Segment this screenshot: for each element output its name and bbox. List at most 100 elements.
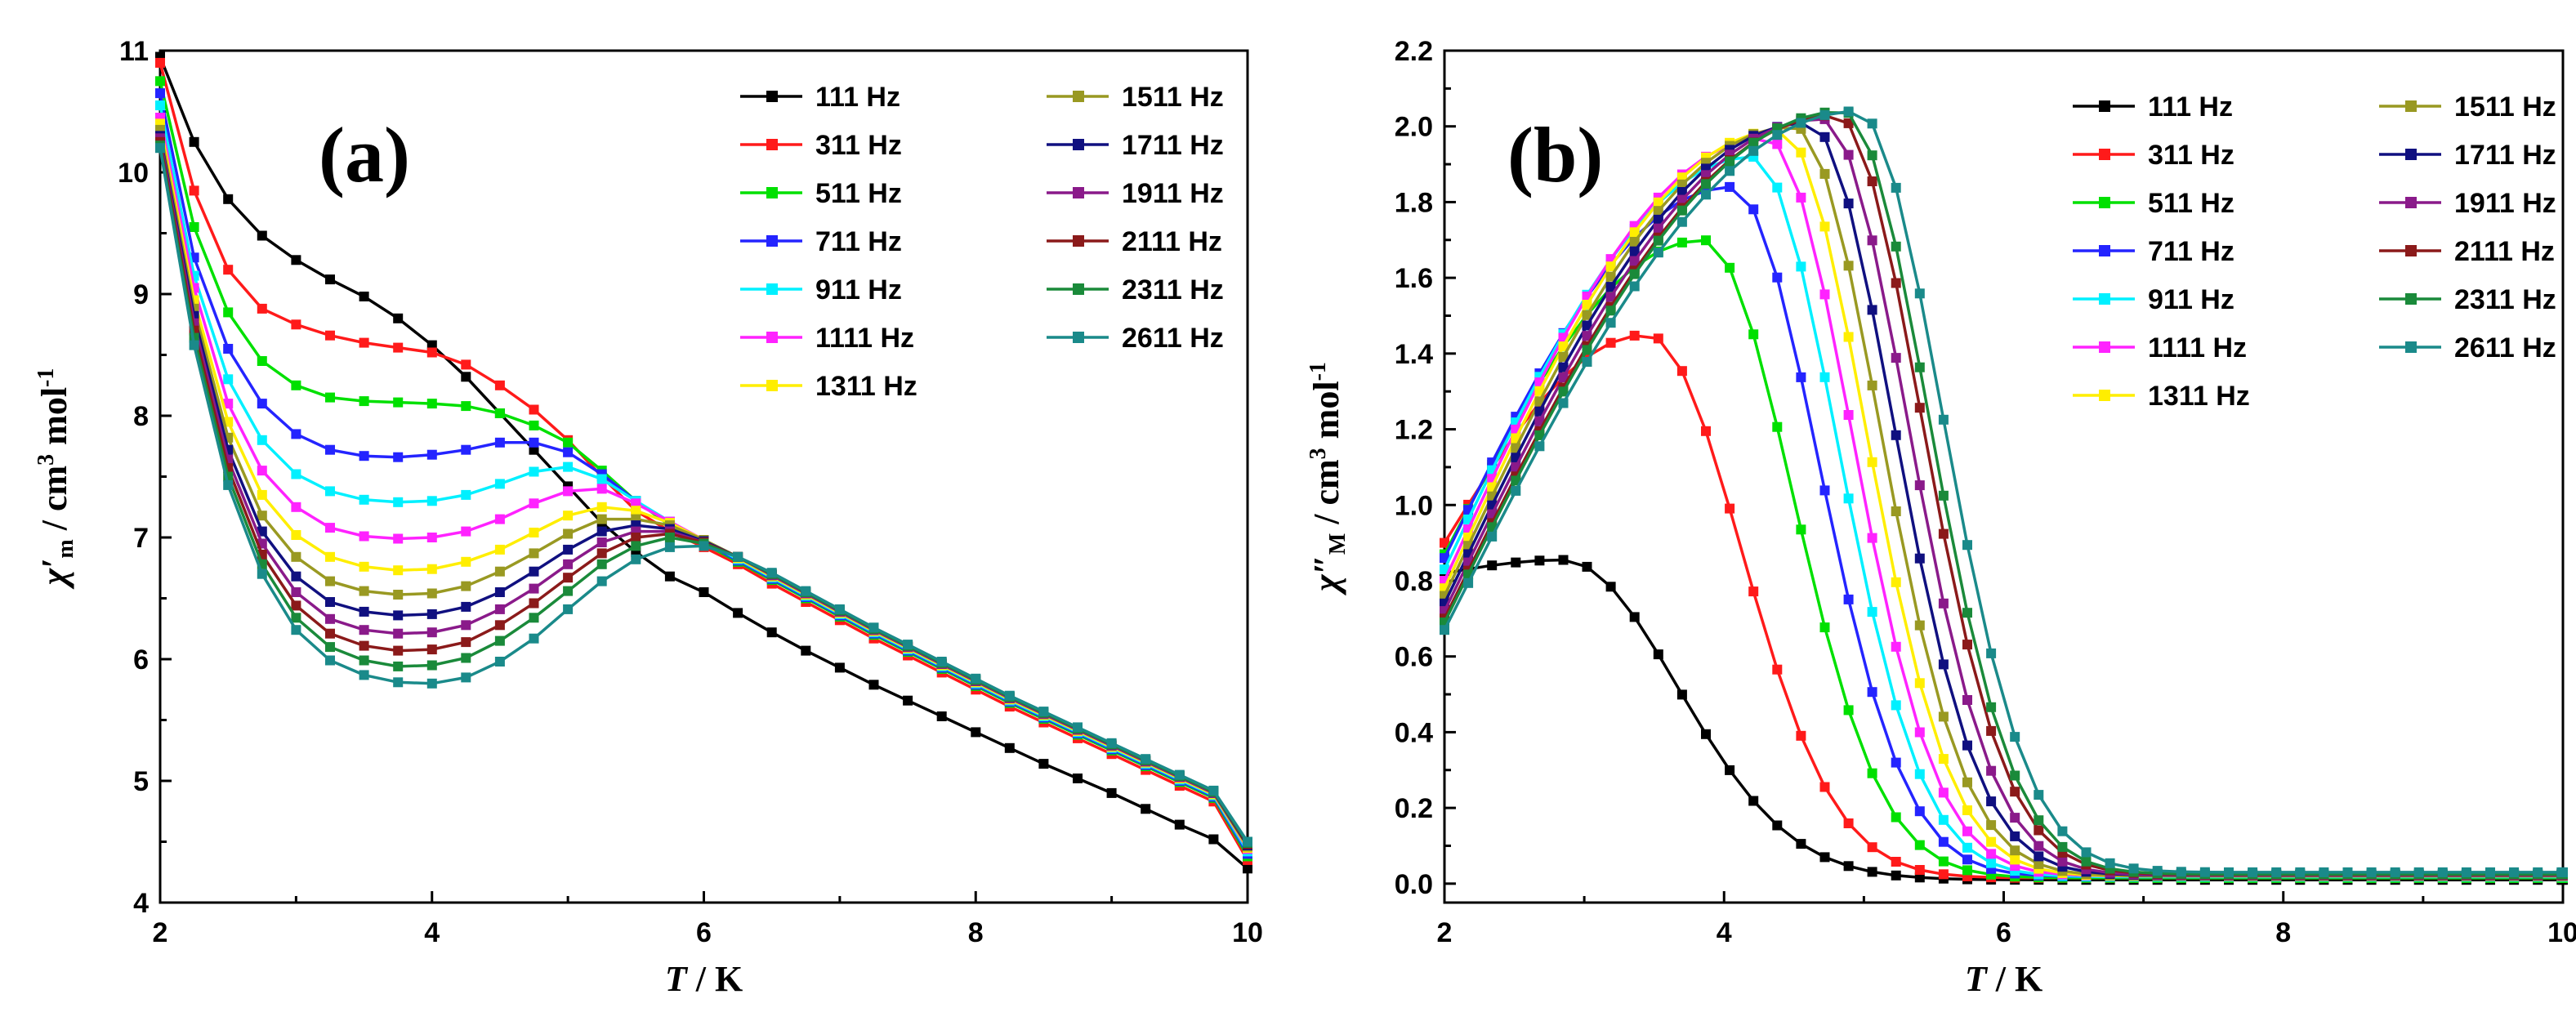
y-tick-label: 1.6 <box>1395 263 1433 294</box>
data-point <box>257 356 267 366</box>
data-point <box>1772 139 1783 149</box>
data-point <box>529 437 539 448</box>
data-point <box>1843 410 1854 420</box>
data-point <box>596 537 607 547</box>
series-1111-hz <box>1440 133 2568 881</box>
data-point <box>189 136 199 147</box>
y-tick-label: 0.2 <box>1395 793 1433 824</box>
data-point <box>596 526 607 537</box>
data-point <box>325 642 335 653</box>
data-point <box>834 604 845 614</box>
data-point <box>563 559 574 569</box>
data-point <box>1938 490 1949 501</box>
data-point <box>1174 769 1185 780</box>
data-point <box>325 274 335 285</box>
data-point <box>596 576 607 586</box>
data-point <box>1534 555 1545 566</box>
data-point <box>1796 118 1806 128</box>
legend-marker <box>2099 293 2110 305</box>
y-tick-label: 1.8 <box>1395 187 1433 218</box>
data-point <box>1653 333 1663 344</box>
data-point <box>868 622 879 633</box>
data-point <box>1605 271 1616 282</box>
legend-entry: 111 Hz <box>2073 91 2233 123</box>
data-point <box>1511 475 1521 486</box>
data-point <box>1819 168 1830 179</box>
y-axis-title: χ″M / cm3 mol-1 <box>1306 362 1351 596</box>
legend-label: 311 Hz <box>815 130 902 161</box>
data-point <box>1962 826 1972 836</box>
data-point <box>291 600 301 611</box>
data-point <box>1629 237 1640 247</box>
data-point <box>1962 608 1972 618</box>
data-point <box>1962 777 1972 787</box>
data-point <box>1843 818 1854 828</box>
legend-entry: 1311 Hz <box>740 371 917 402</box>
data-point <box>1629 256 1640 266</box>
data-point <box>2034 840 2044 851</box>
data-point <box>461 401 471 412</box>
data-point <box>1605 261 1616 272</box>
data-point <box>2271 867 2282 877</box>
data-point <box>1534 386 1545 396</box>
legend-marker <box>2099 197 2110 208</box>
legend-entry: 911 Hz <box>740 274 902 305</box>
data-point <box>223 399 234 409</box>
data-point <box>529 633 539 644</box>
data-point <box>1914 403 1925 413</box>
data-point <box>1891 641 1901 652</box>
data-point <box>257 230 267 241</box>
data-point <box>1243 836 1252 847</box>
legend-marker <box>2405 293 2417 305</box>
data-point <box>2010 787 2020 797</box>
legend-entry: 711 Hz <box>740 226 902 257</box>
data-point <box>1914 769 1925 779</box>
data-point <box>1938 659 1949 670</box>
data-point <box>1891 700 1901 711</box>
data-point <box>494 635 505 646</box>
panel-label: (a) <box>319 111 410 198</box>
data-point <box>1701 235 1711 246</box>
data-point <box>325 628 335 639</box>
legend-label: 911 Hz <box>2148 284 2234 315</box>
data-point <box>596 514 607 524</box>
data-point <box>1796 730 1806 741</box>
legend-marker <box>2405 149 2417 160</box>
data-point <box>2152 866 2163 876</box>
y-tick-label: 2.0 <box>1395 112 1433 143</box>
data-point <box>223 265 234 275</box>
data-point <box>2034 790 2044 800</box>
data-point <box>1748 586 1759 597</box>
data-point <box>936 711 947 721</box>
data-point <box>393 497 404 507</box>
legend-label: 111 Hz <box>815 82 900 113</box>
data-point <box>1701 729 1711 739</box>
data-point <box>291 502 301 512</box>
data-point <box>1843 261 1854 271</box>
data-point <box>563 573 574 583</box>
data-point <box>1843 149 1854 160</box>
data-point <box>1174 819 1185 830</box>
data-point <box>359 494 369 505</box>
legend-entry: 2311 Hz <box>2379 284 2556 315</box>
data-point <box>664 542 675 552</box>
data-point <box>631 554 641 564</box>
data-point <box>529 498 539 509</box>
data-point <box>1676 179 1687 190</box>
data-point <box>1986 858 1997 868</box>
data-point <box>426 678 437 689</box>
data-point <box>1986 765 1997 776</box>
legend-label: 2111 Hz <box>2454 236 2555 267</box>
data-point <box>1243 863 1252 874</box>
data-point <box>1891 430 1901 440</box>
data-point <box>1843 594 1854 604</box>
data-point <box>393 610 404 621</box>
data-point <box>1676 366 1687 377</box>
data-point <box>1867 842 1877 853</box>
data-point <box>1772 820 1783 831</box>
panel-label: (b) <box>1507 111 1603 198</box>
data-point <box>1891 353 1901 363</box>
data-point <box>1676 237 1687 247</box>
data-point <box>1073 722 1083 733</box>
data-point <box>1819 852 1830 863</box>
